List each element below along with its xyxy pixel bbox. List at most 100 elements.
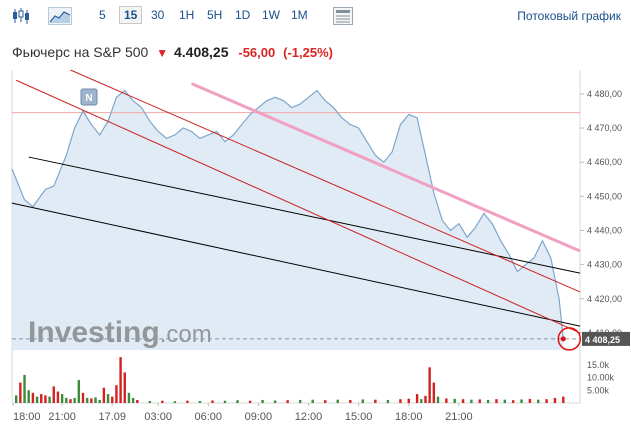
- volume-bar: [537, 399, 540, 403]
- volume-bar: [407, 398, 410, 403]
- volume-bar: [65, 397, 68, 403]
- x-tick-label: 21:00: [48, 411, 76, 423]
- volume-bar: [445, 398, 448, 403]
- area-chart-icon[interactable]: [48, 6, 72, 26]
- volume-bar: [19, 382, 22, 403]
- timeframe-1w[interactable]: 1W: [262, 8, 280, 22]
- volume-bar: [461, 399, 465, 403]
- volume-bar: [48, 396, 51, 403]
- volume-bar: [236, 400, 239, 403]
- chart-toolbar: 5 15 30 1H 5H 1D 1W 1M Потоковый график: [0, 0, 631, 32]
- volume-bar: [261, 399, 264, 403]
- volume-bar: [102, 387, 106, 403]
- volume-bar: [453, 398, 456, 403]
- volume-tick-label: 10.00k: [587, 373, 615, 383]
- volume-bar: [286, 400, 289, 403]
- volume-bar: [14, 395, 18, 403]
- timeframe-1h[interactable]: 1H: [179, 8, 195, 22]
- volume-bar: [23, 374, 26, 403]
- volume-bar: [161, 400, 164, 403]
- volume-bar: [131, 397, 135, 403]
- volume-bar: [90, 398, 93, 403]
- trendline-red-3: [70, 69, 581, 293]
- x-tick-label: 15:00: [345, 411, 373, 423]
- last-price-dot: [560, 336, 566, 342]
- price-change-percent: (-1,25%): [283, 45, 333, 60]
- volume-bar: [311, 399, 314, 403]
- volume-bar: [361, 399, 365, 403]
- x-tick-label: 17.09: [98, 411, 126, 423]
- timeframe-30[interactable]: 30: [151, 8, 165, 22]
- volume-bar: [298, 399, 302, 403]
- timeframe-1d[interactable]: 1D: [235, 8, 251, 22]
- x-tick-label: 18:00: [395, 411, 423, 423]
- y-tick-label: 4 460,00: [587, 157, 622, 167]
- volume-bar: [386, 399, 390, 403]
- volume-bar: [470, 399, 473, 403]
- volume-bar: [223, 400, 227, 403]
- volume-bar: [511, 400, 515, 403]
- candlestick-icon[interactable]: [10, 6, 32, 26]
- timeframe-1m[interactable]: 1M: [291, 8, 308, 22]
- volume-bar: [52, 386, 55, 403]
- last-price-badge: [582, 331, 630, 346]
- last-price-badge-label: 4 408,25: [585, 335, 620, 345]
- trendline-black-0: [28, 156, 581, 274]
- volume-bar: [60, 394, 64, 403]
- volume-bar: [69, 399, 72, 403]
- x-tick-label: 09:00: [245, 411, 273, 423]
- y-tick-label: 4 450,00: [587, 191, 622, 201]
- volume-tick-label: 5.00k: [587, 385, 610, 395]
- volume-bar: [27, 390, 30, 403]
- volume-bar: [432, 382, 436, 403]
- volume-bar: [248, 400, 252, 403]
- volume-bar: [115, 385, 118, 403]
- price-line: [11, 89, 564, 339]
- volume-bar: [198, 400, 202, 403]
- volume-bar: [73, 397, 76, 403]
- x-tick-label: 21:00: [445, 411, 473, 423]
- volume-bar: [106, 394, 110, 403]
- x-tick-label: 18:00: [13, 411, 41, 423]
- volume-bar: [211, 400, 214, 403]
- timeframe-15[interactable]: 15: [119, 6, 143, 24]
- x-tick-label: 03:00: [144, 411, 172, 423]
- timeframe-5h[interactable]: 5H: [207, 8, 223, 22]
- volume-bar: [273, 400, 277, 403]
- volume-bar: [486, 399, 490, 403]
- volume-bar: [136, 399, 139, 403]
- price-change: -56,00: [238, 45, 276, 60]
- volume-bar: [85, 397, 89, 403]
- volume-bar: [478, 399, 481, 403]
- news-marker: [80, 88, 98, 106]
- last-price: 4.408,25: [173, 44, 229, 60]
- y-tick-label: 4 440,00: [587, 225, 622, 235]
- table-view-icon[interactable]: [332, 6, 354, 26]
- volume-bar: [31, 392, 35, 403]
- volume-bar: [399, 399, 402, 403]
- volume-tick-label: 15.0k: [587, 360, 610, 370]
- news-marker-label: N: [85, 93, 92, 104]
- x-tick-label: 06:00: [195, 411, 223, 423]
- trendline-red-2: [15, 79, 581, 334]
- volume-bar: [56, 391, 60, 403]
- volume-bar: [503, 399, 507, 403]
- last-price-circle-annotation: [557, 327, 582, 351]
- volume-bar: [424, 395, 427, 403]
- trendline-pink-4: [190, 82, 581, 253]
- down-arrow-icon: ▼: [156, 46, 169, 60]
- volume-bar: [420, 399, 423, 403]
- streaming-chart-link[interactable]: Потоковый график: [517, 9, 621, 23]
- volume-bar: [545, 399, 548, 403]
- y-tick-label: 4 420,00: [587, 294, 622, 304]
- volume-bar: [562, 396, 565, 403]
- volume-bar: [528, 398, 532, 403]
- investing-watermark: Investing.com: [28, 316, 212, 349]
- volume-bar: [119, 357, 122, 403]
- timeframe-5[interactable]: 5: [99, 8, 106, 22]
- y-tick-label: 4 480,00: [587, 89, 622, 99]
- volume-bar: [495, 399, 498, 403]
- volume-bar: [186, 400, 189, 403]
- volume-bar: [520, 399, 523, 403]
